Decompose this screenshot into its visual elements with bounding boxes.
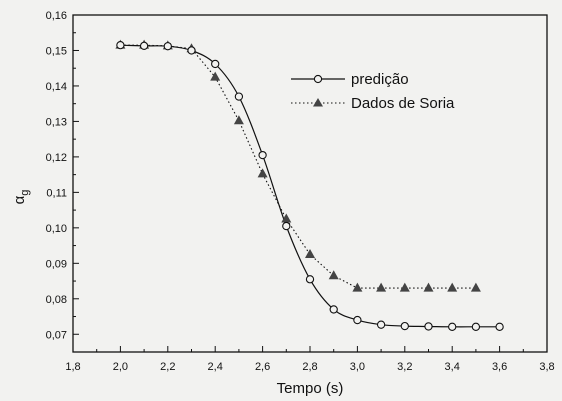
predicao-point <box>400 321 409 331</box>
soria-point <box>281 213 292 223</box>
legend-marker-predicao <box>313 74 323 84</box>
x-tick-label: 2,8 <box>302 361 317 373</box>
soria-point <box>305 248 315 258</box>
y-tick-labels: 0,07 0,08 0,09 0,10 0,11 0,12 0,13 0,14 0,15 0,16 <box>46 10 67 341</box>
predicao-point <box>353 315 362 325</box>
y-tick-label: 0,15 <box>46 45 67 57</box>
x-tick-label: 2,2 <box>160 361 175 373</box>
legend: predição Dados de Soria <box>291 71 455 112</box>
x-tick-label: 3,8 <box>539 361 554 373</box>
predicao-point <box>305 275 315 284</box>
y-tick-label: 0,10 <box>46 223 67 235</box>
predicao-point <box>211 59 220 69</box>
predicao-point <box>139 41 149 51</box>
x-tick-label: 2,6 <box>255 361 270 373</box>
soria-point <box>352 282 363 292</box>
series-line-predicao <box>120 44 500 328</box>
legend-label-predicao: predição <box>351 71 409 88</box>
y-tick-label: 0,13 <box>46 116 67 128</box>
series-markers <box>115 39 504 331</box>
predicao-point <box>187 46 196 55</box>
soria-point <box>257 168 268 178</box>
y-tick-label: 0,11 <box>46 187 67 199</box>
predicao-point <box>258 150 267 160</box>
y-axis-title-main: α <box>11 195 28 204</box>
soria-point <box>399 282 410 292</box>
x-axis-title: Tempo (s) <box>277 380 344 397</box>
x-tick-label: 1,8 <box>65 361 80 373</box>
y-tick-label: 0,14 <box>46 81 67 93</box>
predicao-point <box>495 322 504 331</box>
predicao-point <box>376 320 386 329</box>
y-tick-label: 0,16 <box>46 10 67 22</box>
y-tick-label: 0,08 <box>46 294 67 306</box>
soria-point <box>233 115 244 125</box>
legend-marker-soria <box>313 98 323 107</box>
soria-point <box>423 282 434 292</box>
soria-point <box>447 282 458 292</box>
soria-point <box>470 282 481 292</box>
series-lines <box>120 44 500 328</box>
predicao-point <box>424 322 433 331</box>
y-axis-title-sub: g <box>19 190 31 196</box>
x-tick-label: 2,0 <box>113 361 128 373</box>
soria-point <box>328 270 339 280</box>
plot-frame <box>72 14 548 353</box>
predicao-point <box>282 221 291 231</box>
x-tick-label: 2,4 <box>208 361 223 373</box>
series-line-soria <box>120 44 476 289</box>
x-tick-labels: 1,8 2,0 2,2 2,4 2,6 2,8 3,0 3,2 3,4 3,6 3,8 <box>65 361 554 373</box>
x-tick-label: 3,2 <box>397 361 412 373</box>
soria-point <box>210 71 221 81</box>
predicao-point <box>234 92 244 101</box>
y-tick-label: 0,12 <box>46 152 67 164</box>
legend-label-soria: Dados de Soria <box>351 95 455 112</box>
predicao-point <box>471 322 481 331</box>
tick-marks <box>72 14 548 352</box>
soria-point <box>376 282 387 292</box>
x-tick-label: 3,0 <box>350 361 365 373</box>
y-tick-label: 0,07 <box>46 329 67 341</box>
x-tick-label: 3,4 <box>445 361 460 373</box>
x-tick-label: 3,6 <box>492 361 507 373</box>
y-tick-label: 0,09 <box>46 258 67 270</box>
y-axis-title: αg <box>11 190 31 205</box>
predicao-point <box>116 41 125 50</box>
predicao-point <box>329 305 338 314</box>
predicao-point <box>448 322 457 331</box>
predicao-point <box>163 42 172 51</box>
